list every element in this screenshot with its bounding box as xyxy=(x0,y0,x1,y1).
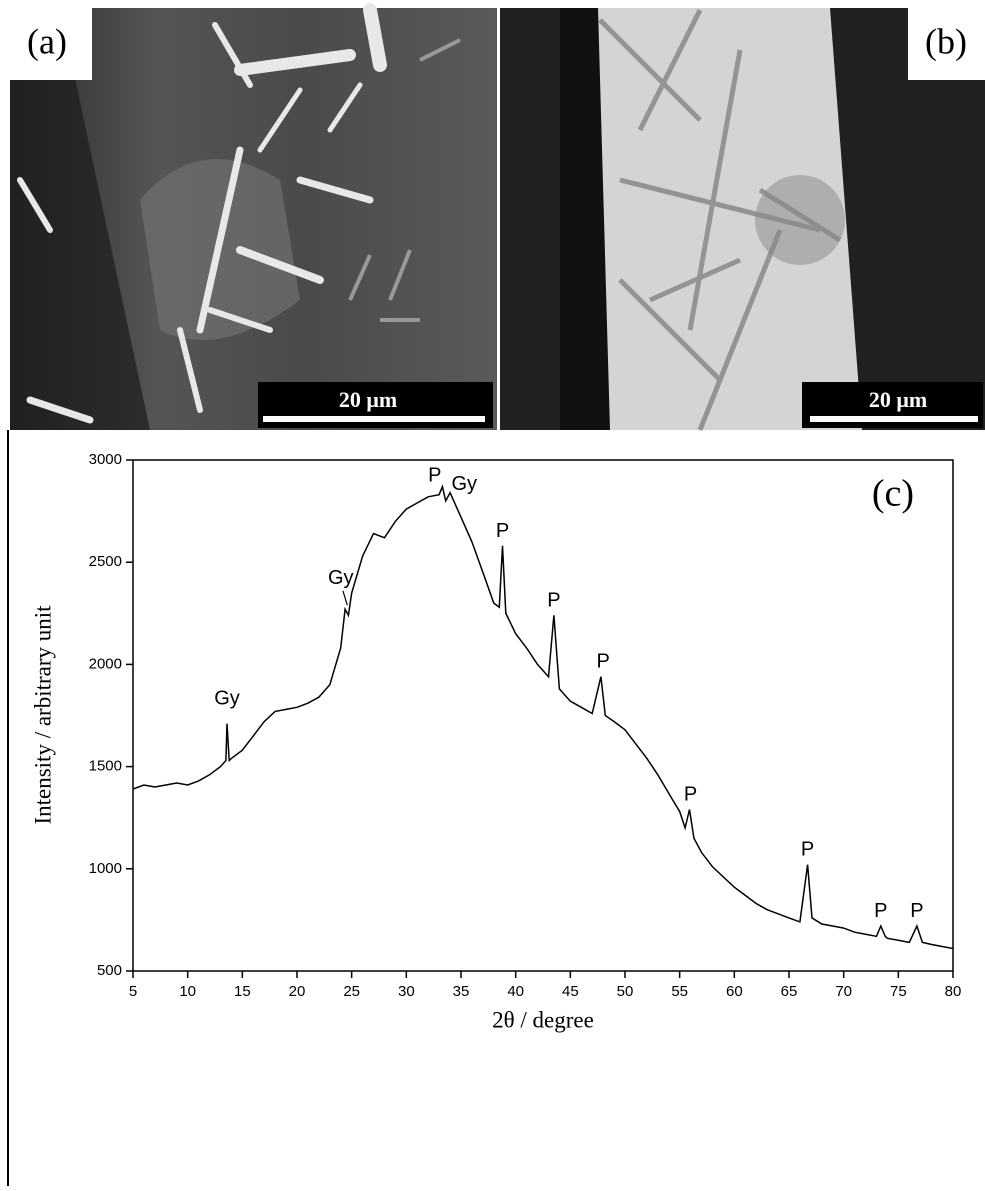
y-axis-title: Intensity / arbitrary unit xyxy=(30,605,55,825)
x-tick-label: 20 xyxy=(289,983,306,1000)
peak-label: P xyxy=(874,900,887,922)
x-tick-label: 75 xyxy=(890,983,907,1000)
peak-label: P xyxy=(684,783,697,805)
y-tick-label: 1500 xyxy=(89,758,122,775)
x-tick-label: 50 xyxy=(617,983,634,1000)
peak-label: P xyxy=(428,465,441,487)
x-tick-label: 35 xyxy=(453,983,470,1000)
panel-label: (a) xyxy=(27,21,67,61)
y-tick-label: 500 xyxy=(97,962,122,979)
scale-bar xyxy=(810,416,978,422)
x-tick-label: 65 xyxy=(781,983,798,1000)
plot-frame xyxy=(132,459,954,972)
y-tick-label: 3000 xyxy=(89,451,122,468)
panel-label: (b) xyxy=(925,21,967,61)
x-axis-title: 2θ / degree xyxy=(492,1007,594,1032)
sem-image-b xyxy=(500,8,985,431)
y-tick-label: 1000 xyxy=(89,860,122,877)
x-tick-label: 5 xyxy=(129,983,137,1000)
y-tick-label: 2500 xyxy=(89,553,122,570)
scale-bar xyxy=(263,416,485,422)
peak-label: P xyxy=(596,651,609,673)
x-tick-label: 40 xyxy=(507,983,524,1000)
scale-bar-label: 20 μm xyxy=(869,387,927,412)
peak-label: Gy xyxy=(328,567,354,589)
x-tick-label: 45 xyxy=(562,983,579,1000)
x-tick-label: 55 xyxy=(671,983,688,1000)
x-tick-label: 30 xyxy=(398,983,415,1000)
peak-label: Gy xyxy=(451,473,477,495)
peak-label: P xyxy=(910,900,923,922)
x-tick-label: 25 xyxy=(343,983,360,1000)
peak-label: P xyxy=(496,520,509,542)
panel-label: (c) xyxy=(872,473,914,515)
y-tick-label: 2000 xyxy=(89,655,122,672)
x-tick-label: 10 xyxy=(179,983,196,1000)
scale-bar-label: 20 μm xyxy=(339,387,397,412)
x-tick-label: 15 xyxy=(234,983,251,1000)
x-tick-label: 70 xyxy=(835,983,852,1000)
x-tick-label: 60 xyxy=(726,983,743,1000)
x-tick-label: 80 xyxy=(945,983,962,1000)
xrd-line xyxy=(132,484,954,950)
sem-image-a xyxy=(10,3,497,430)
peak-label: Gy xyxy=(214,687,240,709)
peak-label: P xyxy=(801,839,814,861)
peak-label: P xyxy=(547,589,560,611)
annotation-arrow xyxy=(342,590,348,606)
